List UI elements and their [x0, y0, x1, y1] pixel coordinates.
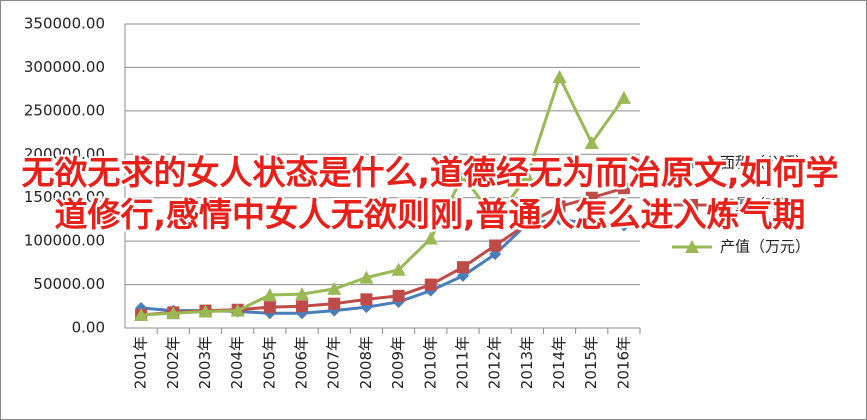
x-tick-label: 2010年: [421, 336, 439, 389]
legend-label: 产量（吨）: [720, 196, 795, 214]
data-point: [553, 200, 566, 213]
data-point: [295, 287, 310, 301]
data-point: [617, 219, 630, 232]
data-point: [198, 304, 213, 318]
data-point: [230, 303, 245, 317]
y-tick-label: 100000.00: [24, 232, 105, 250]
y-tick-label: 50000.00: [33, 275, 105, 293]
overlay-title: 无欲无求的女人状态是什么,道德经无为而治原文,如何学道修行,感情中女人无欲则刚,…: [21, 153, 839, 234]
x-tick-label: 2014年: [550, 336, 568, 389]
x-tick-label: 2007年: [325, 336, 343, 389]
x-tick-label: 2002年: [164, 336, 182, 389]
data-point: [552, 69, 567, 83]
data-point: [585, 191, 598, 204]
data-point: [359, 270, 374, 284]
data-point: [424, 278, 437, 291]
data-point: [456, 261, 469, 274]
data-point: [262, 287, 277, 301]
data-point: [328, 297, 341, 310]
x-tick-label: 2006年: [293, 336, 311, 389]
y-tick-label: 150000.00: [24, 188, 105, 206]
x-tick-label: 2008年: [357, 336, 375, 389]
data-point: [327, 281, 342, 295]
data-point: [617, 182, 630, 195]
data-point: [616, 90, 631, 104]
data-point: [488, 212, 503, 226]
y-tick-label: 300000.00: [24, 58, 105, 76]
data-point: [423, 231, 438, 245]
legend-marker: [685, 240, 699, 253]
data-point: [296, 300, 309, 313]
data-point: [166, 306, 181, 320]
legend-label: 产值（万元）: [720, 238, 810, 256]
x-tick-label: 2009年: [389, 336, 407, 389]
x-tick-label: 2015年: [582, 336, 600, 389]
x-tick-label: 2016年: [614, 336, 632, 389]
x-tick-label: 2012年: [486, 336, 504, 389]
y-tick-label: 200000.00: [24, 145, 105, 163]
x-tick-label: 2013年: [518, 336, 536, 389]
data-point: [584, 135, 599, 149]
data-point: [521, 217, 534, 230]
data-point: [553, 213, 566, 226]
legend-marker: [686, 157, 698, 169]
data-point: [263, 301, 276, 314]
data-point: [585, 217, 598, 230]
x-tick-label: 2001年: [132, 336, 150, 389]
data-point: [134, 307, 149, 321]
x-tick-label: 2003年: [196, 336, 214, 389]
y-tick-label: 250000.00: [24, 101, 105, 119]
legend-marker: [686, 199, 698, 211]
y-tick-label: 0.00: [72, 319, 105, 337]
data-point: [489, 239, 502, 252]
x-tick-label: 2004年: [228, 336, 246, 389]
data-point: [391, 262, 406, 276]
series-line: [141, 72, 626, 317]
x-tick-label: 2005年: [260, 336, 278, 389]
x-tick-label: 2011年: [453, 336, 471, 389]
data-point: [392, 289, 405, 302]
y-tick-label: 350000.00: [24, 15, 105, 33]
legend-label: 面积（公顷）: [720, 154, 810, 172]
data-point: [520, 169, 535, 182]
data-point: [455, 169, 470, 182]
data-point: [360, 293, 373, 306]
